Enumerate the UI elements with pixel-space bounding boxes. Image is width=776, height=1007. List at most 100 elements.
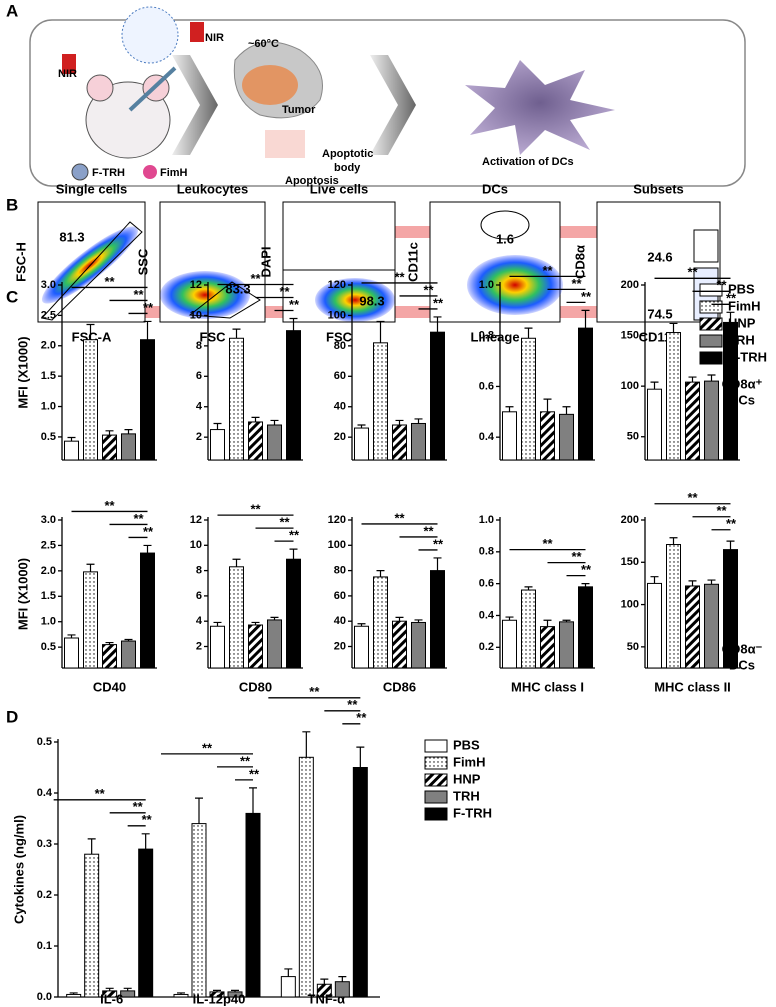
error-bar bbox=[86, 323, 95, 340]
bar bbox=[521, 589, 536, 669]
y-tick-label: 12 bbox=[190, 279, 202, 291]
bar bbox=[229, 337, 244, 461]
y-tick-label: 0.1 bbox=[37, 940, 52, 952]
error-bar bbox=[141, 833, 150, 850]
y-tick-label: 12 bbox=[190, 514, 202, 526]
bar bbox=[521, 337, 536, 461]
error-bar bbox=[143, 320, 152, 340]
error-bar bbox=[320, 978, 329, 985]
significance-label: ** bbox=[250, 271, 261, 286]
cell-cloud bbox=[160, 271, 250, 319]
gate-value: 98.3 bbox=[359, 293, 384, 308]
legend-label: F-TRH bbox=[453, 805, 492, 820]
bar bbox=[121, 640, 136, 669]
mouse-ear bbox=[86, 74, 114, 102]
error-bar bbox=[143, 544, 152, 554]
bar bbox=[121, 433, 136, 461]
error-bar bbox=[249, 787, 257, 814]
legend-label: FimH bbox=[728, 298, 761, 313]
significance-label: ** bbox=[726, 516, 737, 531]
significance-label: ** bbox=[423, 523, 434, 538]
error-bar bbox=[69, 992, 78, 995]
y-tick-label: 40 bbox=[334, 615, 346, 627]
axis-label: FSC bbox=[200, 329, 227, 344]
y-tick-label: 50 bbox=[627, 431, 639, 443]
x-axis-label: MHC class II bbox=[654, 679, 731, 694]
error-bar bbox=[67, 436, 76, 442]
y-tick-label: 10 bbox=[190, 309, 202, 321]
y-tick-label: 0.2 bbox=[479, 641, 494, 653]
bar bbox=[578, 327, 593, 461]
error-bar bbox=[581, 309, 590, 329]
error-bar bbox=[707, 579, 716, 585]
significance-label: ** bbox=[289, 528, 300, 543]
gate bbox=[282, 269, 396, 323]
significance-label: ** bbox=[202, 740, 213, 755]
bar bbox=[540, 411, 555, 461]
bar bbox=[191, 823, 207, 998]
legend-label: PBS bbox=[728, 281, 755, 296]
legend-label: TRH bbox=[453, 788, 480, 803]
significance-label: ** bbox=[433, 295, 444, 310]
significance-label: ** bbox=[279, 284, 290, 299]
bar bbox=[647, 582, 662, 669]
y-tick-label: 6 bbox=[196, 370, 202, 382]
bar bbox=[411, 422, 426, 461]
label: body bbox=[334, 162, 361, 174]
error-bar bbox=[105, 987, 114, 991]
y-tick-label: 120 bbox=[328, 514, 346, 526]
y-tick-label: 0.5 bbox=[37, 736, 52, 748]
error-bar bbox=[123, 987, 132, 991]
y-axis-label: MFI (X1000) bbox=[15, 336, 30, 408]
tumor-core bbox=[242, 65, 298, 105]
legend-swatch bbox=[424, 807, 448, 821]
legend-label: PBS bbox=[453, 737, 480, 752]
axis-label: CD11c bbox=[405, 242, 420, 282]
error-bar bbox=[414, 619, 423, 623]
y-tick-label: 40 bbox=[334, 401, 346, 413]
legend-swatch bbox=[699, 334, 723, 348]
bar bbox=[502, 411, 517, 461]
error-bar bbox=[395, 419, 404, 425]
error-bar bbox=[289, 548, 298, 560]
frame bbox=[29, 19, 746, 187]
label: Tumor bbox=[282, 104, 316, 116]
legend-swatch bbox=[699, 283, 723, 297]
bar bbox=[245, 812, 261, 998]
bar bbox=[373, 342, 388, 461]
bar bbox=[430, 570, 445, 669]
significance-label: ** bbox=[133, 511, 144, 526]
y-axis-label: MFI (X1000) bbox=[15, 558, 30, 630]
y-tick-label: 1.5 bbox=[41, 370, 56, 382]
significance-label: ** bbox=[687, 265, 698, 280]
legend-label: FimH bbox=[453, 754, 486, 769]
y-tick-label: 60 bbox=[334, 590, 346, 602]
bar bbox=[84, 853, 100, 998]
error-bar bbox=[86, 563, 95, 572]
axis-label: CD8α bbox=[572, 245, 587, 279]
significance-label: ** bbox=[104, 498, 115, 513]
legend-swatch bbox=[699, 300, 723, 314]
y-tick-label: 0.4 bbox=[479, 609, 495, 621]
error-bar bbox=[356, 746, 365, 768]
y-tick-label: 3.0 bbox=[41, 279, 56, 291]
legend-swatch bbox=[699, 351, 723, 365]
bar bbox=[666, 332, 681, 461]
bar bbox=[411, 621, 426, 669]
y-tick-label: 0.6 bbox=[479, 380, 494, 392]
legend-label: F-TRH bbox=[92, 167, 125, 179]
y-tick-label: 2.5 bbox=[41, 309, 56, 321]
bar bbox=[559, 621, 574, 669]
significance-label: ** bbox=[143, 524, 154, 539]
error-bar bbox=[562, 619, 571, 622]
error-bar bbox=[688, 580, 697, 586]
legend-swatch bbox=[424, 790, 448, 804]
bar bbox=[352, 767, 368, 998]
bar bbox=[102, 644, 117, 669]
y-tick-label: 80 bbox=[334, 565, 346, 577]
error-bar bbox=[726, 311, 735, 323]
y-tick-label: 2.0 bbox=[41, 340, 56, 352]
significance-label: ** bbox=[716, 278, 727, 293]
panel-label: B bbox=[6, 195, 18, 214]
